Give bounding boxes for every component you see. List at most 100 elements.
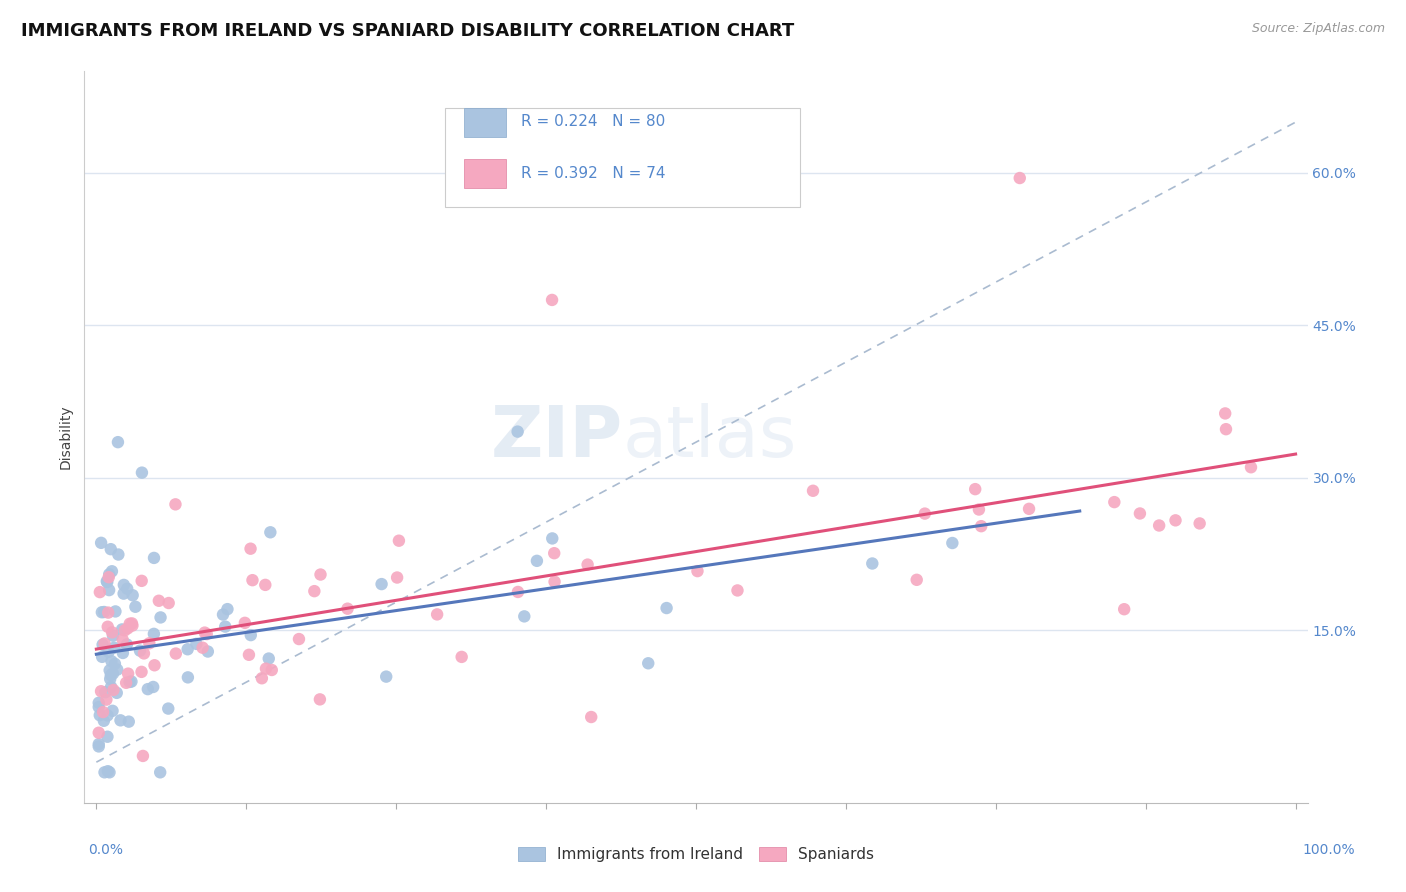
Point bbox=[96, 708, 118, 723]
Point bbox=[304, 584, 326, 599]
Point bbox=[111, 623, 134, 637]
Point bbox=[115, 582, 138, 596]
Point bbox=[260, 663, 283, 677]
Text: 100.0%: 100.0% bbox=[1302, 843, 1355, 857]
Point bbox=[93, 636, 115, 650]
Point bbox=[96, 574, 118, 589]
Point bbox=[426, 607, 449, 622]
Point bbox=[100, 654, 122, 668]
Point bbox=[121, 616, 143, 631]
Point bbox=[370, 577, 392, 591]
Point bbox=[914, 507, 936, 521]
Point bbox=[93, 765, 115, 780]
Point bbox=[233, 615, 256, 630]
Point bbox=[186, 637, 208, 651]
Point bbox=[132, 647, 155, 661]
Point bbox=[860, 557, 883, 571]
Point bbox=[101, 625, 124, 640]
Point bbox=[1008, 171, 1031, 186]
Point bbox=[101, 629, 124, 643]
Point bbox=[98, 672, 121, 686]
Point bbox=[105, 686, 128, 700]
Point bbox=[967, 502, 990, 516]
Point bbox=[239, 628, 262, 642]
Point bbox=[450, 649, 472, 664]
Point bbox=[97, 606, 120, 620]
Point bbox=[506, 425, 529, 439]
Point bbox=[87, 737, 110, 751]
Point bbox=[87, 696, 110, 710]
Point bbox=[655, 601, 678, 615]
Point bbox=[965, 482, 987, 496]
Point bbox=[727, 583, 749, 598]
Point bbox=[136, 682, 159, 697]
Point bbox=[142, 627, 165, 641]
Point bbox=[541, 532, 564, 546]
Point bbox=[238, 648, 260, 662]
FancyBboxPatch shape bbox=[446, 108, 800, 207]
Point bbox=[112, 586, 135, 600]
Point bbox=[90, 684, 112, 698]
Point bbox=[143, 550, 166, 565]
Point bbox=[176, 642, 198, 657]
Point bbox=[94, 685, 117, 699]
Point bbox=[149, 610, 172, 624]
Point bbox=[129, 643, 152, 657]
Point bbox=[87, 700, 110, 714]
Point bbox=[98, 583, 121, 598]
Point bbox=[385, 570, 408, 584]
Point bbox=[288, 632, 311, 646]
Point bbox=[1240, 460, 1263, 475]
Point bbox=[1018, 501, 1040, 516]
Point bbox=[157, 596, 180, 610]
Point bbox=[149, 765, 172, 780]
Point bbox=[686, 564, 709, 578]
Point bbox=[103, 683, 125, 698]
Point bbox=[114, 624, 136, 638]
Point bbox=[96, 730, 118, 744]
Point bbox=[100, 668, 122, 682]
Point bbox=[239, 541, 262, 556]
Legend: Immigrants from Ireland, Spaniards: Immigrants from Ireland, Spaniards bbox=[512, 840, 880, 868]
Point bbox=[336, 601, 359, 615]
Point bbox=[96, 692, 118, 706]
Point bbox=[1104, 495, 1126, 509]
Point bbox=[165, 647, 187, 661]
Point bbox=[905, 573, 928, 587]
Point bbox=[124, 599, 146, 614]
Point bbox=[104, 657, 127, 671]
Point bbox=[131, 665, 153, 679]
Point bbox=[801, 483, 824, 498]
Point bbox=[142, 680, 165, 694]
Point bbox=[131, 466, 153, 480]
Point bbox=[543, 574, 565, 589]
Point bbox=[191, 640, 214, 655]
Text: ZIP: ZIP bbox=[491, 402, 623, 472]
Point bbox=[87, 739, 110, 754]
Point bbox=[100, 542, 122, 557]
Point bbox=[107, 548, 129, 562]
Point bbox=[91, 638, 114, 652]
Point bbox=[1129, 507, 1152, 521]
Point bbox=[118, 616, 141, 631]
Point bbox=[91, 649, 114, 664]
Point bbox=[121, 588, 143, 602]
Point bbox=[89, 585, 111, 599]
Point bbox=[118, 714, 141, 729]
Point bbox=[87, 725, 110, 739]
Point bbox=[101, 564, 124, 578]
Point bbox=[217, 602, 239, 616]
Point bbox=[112, 578, 135, 592]
Point bbox=[254, 662, 277, 676]
Point bbox=[115, 675, 138, 690]
Point bbox=[1215, 422, 1237, 436]
Point bbox=[111, 632, 134, 647]
Point bbox=[90, 605, 112, 619]
Text: R = 0.224   N = 80: R = 0.224 N = 80 bbox=[522, 114, 665, 129]
Text: 0.0%: 0.0% bbox=[89, 843, 122, 857]
Point bbox=[104, 604, 127, 618]
Text: atlas: atlas bbox=[623, 402, 797, 472]
Point bbox=[1188, 516, 1211, 531]
Point bbox=[93, 714, 115, 728]
Point bbox=[97, 764, 120, 779]
